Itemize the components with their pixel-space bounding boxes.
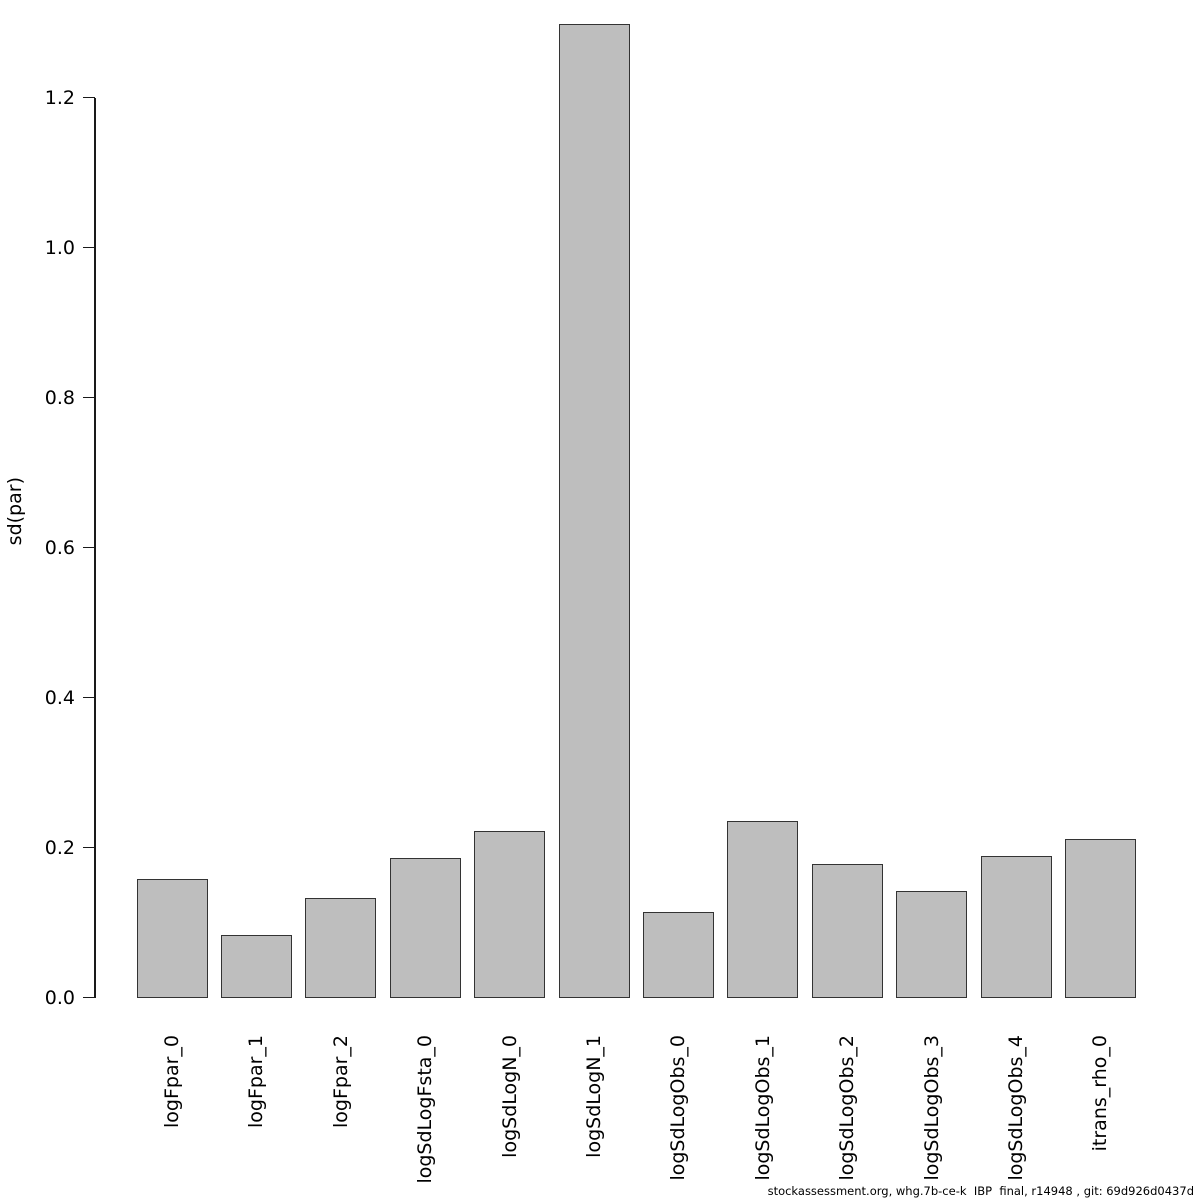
- x-label-logSdLogObs_1: logSdLogObs_1: [751, 1035, 774, 1181]
- y-tick-label-0.6: 0.6: [44, 536, 75, 559]
- x-label-logSdLogObs_2: logSdLogObs_2: [836, 1035, 859, 1181]
- y-tick-label-1.0: 1.0: [44, 236, 75, 259]
- x-label-logSdLogObs_3: logSdLogObs_3: [920, 1035, 943, 1181]
- bar-logSdLogN_1: [558, 24, 630, 998]
- y-tick-label-0.0: 0.0: [44, 986, 75, 1009]
- y-tick-0.6: [83, 546, 95, 549]
- y-tick-label-1.2: 1.2: [44, 86, 75, 109]
- bar-logFpar_1: [220, 934, 292, 998]
- bar-logSdLogObs_2: [811, 864, 883, 998]
- y-tick-label-0.8: 0.8: [44, 386, 75, 409]
- x-label-logSdLogFsta_0: logSdLogFsta_0: [414, 1035, 437, 1184]
- bar-itrans_rho_0: [1064, 839, 1136, 998]
- bar-logFpar_2: [305, 897, 377, 998]
- y-tick-0.8: [83, 396, 95, 399]
- y-tick-label-0.4: 0.4: [44, 686, 75, 709]
- x-label-logFpar_1: logFpar_1: [245, 1035, 268, 1128]
- bar-logSdLogObs_4: [980, 855, 1052, 998]
- y-axis-title: sd(par): [4, 477, 26, 546]
- y-tick-0.0: [83, 996, 95, 999]
- x-label-logFpar_2: logFpar_2: [329, 1035, 352, 1128]
- footer-caption: stockassessment.org, whg.7b-ce-k IBP fin…: [767, 1184, 1194, 1198]
- bar-logFpar_0: [136, 879, 208, 998]
- bar-logSdLogFsta_0: [389, 858, 461, 998]
- x-label-logSdLogObs_0: logSdLogObs_0: [667, 1035, 690, 1181]
- bar-logSdLogObs_1: [727, 820, 799, 998]
- y-tick-label-0.2: 0.2: [44, 836, 75, 859]
- x-label-logSdLogObs_4: logSdLogObs_4: [1005, 1035, 1027, 1181]
- y-tick-1.0: [83, 246, 95, 249]
- x-label-itrans_rho_0: itrans_rho_0: [1089, 1035, 1112, 1152]
- x-label-logSdLogN_0: logSdLogN_0: [498, 1035, 521, 1158]
- y-tick-1.2: [83, 96, 95, 99]
- x-label-logFpar_0: logFpar_0: [161, 1035, 183, 1128]
- bar-logSdLogObs_3: [896, 891, 968, 998]
- y-tick-0.2: [83, 846, 95, 849]
- x-label-logSdLogN_1: logSdLogN_1: [583, 1035, 605, 1158]
- y-tick-0.4: [83, 696, 95, 699]
- bar-logSdLogN_0: [474, 831, 546, 998]
- bar-logSdLogObs_0: [642, 912, 714, 998]
